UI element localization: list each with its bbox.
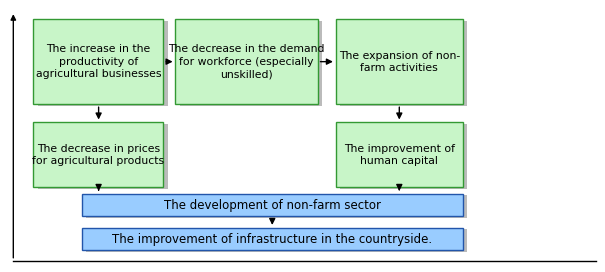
FancyBboxPatch shape (33, 19, 163, 104)
FancyBboxPatch shape (82, 228, 463, 251)
Text: The expansion of non-
farm activities: The expansion of non- farm activities (339, 51, 460, 73)
FancyBboxPatch shape (336, 122, 463, 187)
Text: The improvement of infrastructure in the countryside.: The improvement of infrastructure in the… (112, 233, 433, 246)
Text: The increase in the
productivity of
agricultural businesses: The increase in the productivity of agri… (36, 44, 161, 79)
FancyBboxPatch shape (82, 194, 463, 217)
FancyBboxPatch shape (340, 21, 467, 106)
Text: The decrease in the demand
for workforce (especially
unskilled): The decrease in the demand for workforce… (168, 44, 325, 79)
Text: The development of non-farm sector: The development of non-farm sector (164, 199, 381, 212)
FancyBboxPatch shape (33, 122, 163, 187)
FancyBboxPatch shape (336, 19, 463, 104)
FancyBboxPatch shape (180, 21, 322, 106)
FancyBboxPatch shape (86, 229, 467, 252)
FancyBboxPatch shape (38, 124, 168, 188)
FancyBboxPatch shape (38, 21, 168, 106)
FancyBboxPatch shape (175, 19, 318, 104)
FancyBboxPatch shape (340, 124, 467, 188)
FancyBboxPatch shape (86, 195, 467, 218)
Text: The decrease in prices
for agricultural products: The decrease in prices for agricultural … (32, 144, 165, 166)
Text: The improvement of
human capital: The improvement of human capital (344, 144, 455, 166)
